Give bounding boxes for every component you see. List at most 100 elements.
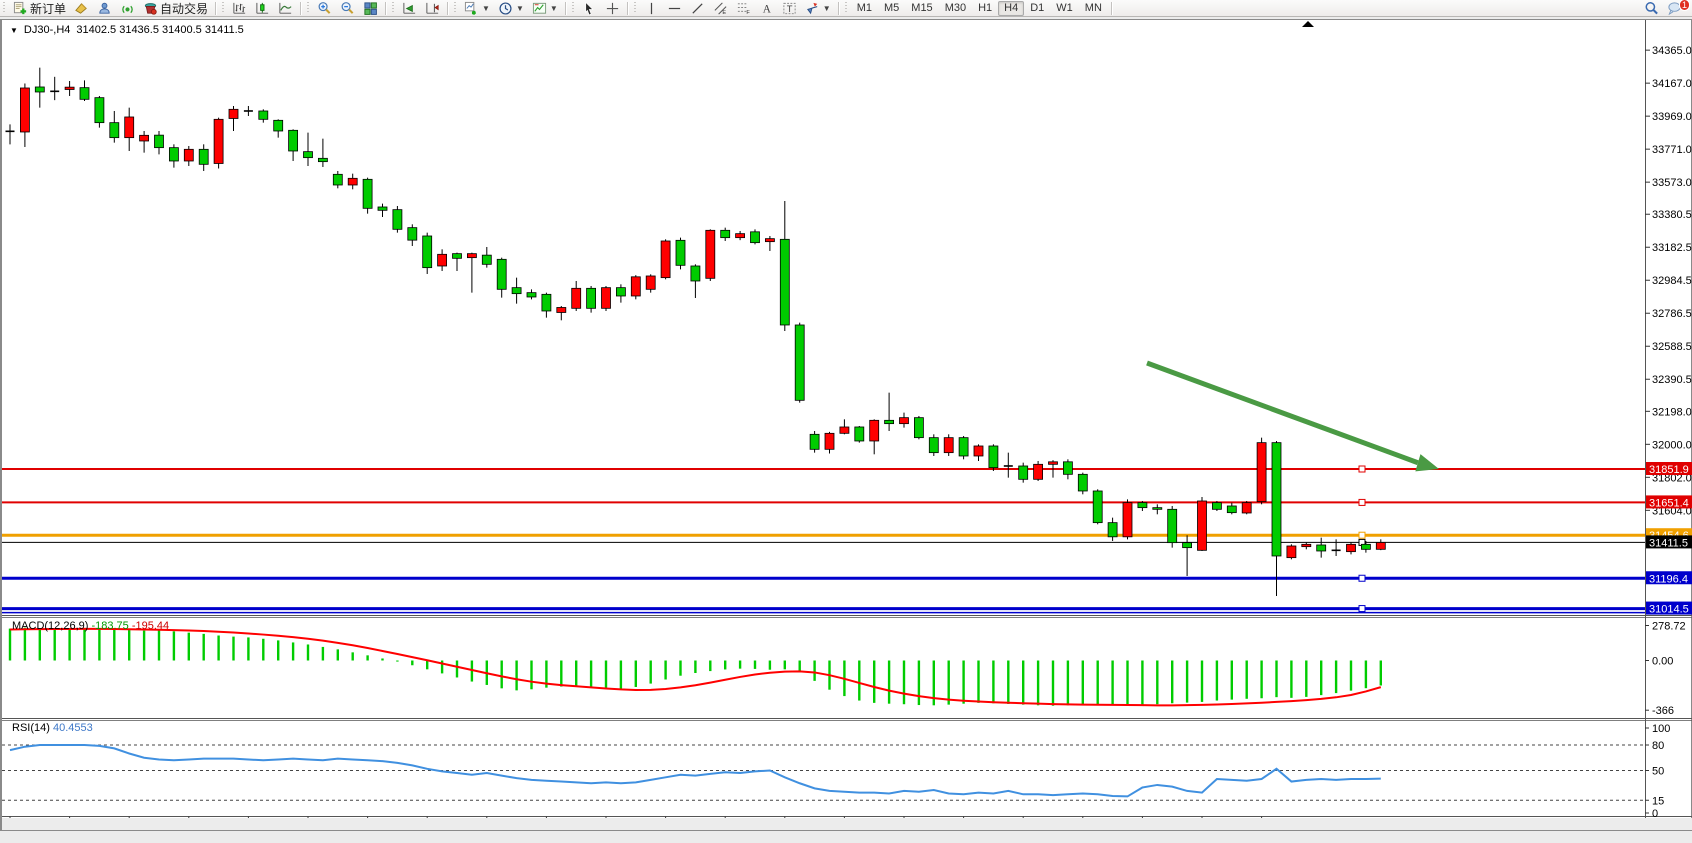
zoom-out-icon — [340, 1, 355, 16]
svg-text:31604.0: 31604.0 — [1652, 505, 1692, 517]
toolbar-separator — [215, 1, 217, 15]
trendline-button[interactable] — [686, 1, 709, 16]
svg-text:32000.0: 32000.0 — [1652, 439, 1692, 451]
toolbar-separator — [837, 1, 839, 15]
chart-shift-button[interactable] — [421, 1, 444, 16]
templates-button[interactable]: ▼ — [528, 1, 562, 16]
new-order-button[interactable]: 新订单 — [9, 1, 70, 16]
svg-text:15: 15 — [1652, 795, 1664, 807]
line-handle[interactable] — [1358, 574, 1366, 582]
styler-icon — [74, 1, 89, 16]
svg-text:33573.0: 33573.0 — [1652, 177, 1692, 189]
chevron-down-icon: ▼ — [822, 3, 831, 13]
macd-panel: 278.72 0.00 -366 — [8, 621, 1686, 717]
toolbar-grip — [391, 2, 397, 14]
trendline-icon — [690, 1, 705, 16]
timeframe-m1-button[interactable]: M1 — [856, 2, 872, 14]
svg-text:33969.0: 33969.0 — [1652, 111, 1692, 123]
line-chart-button[interactable] — [274, 1, 297, 16]
crosshair-icon — [605, 1, 620, 16]
styler-button[interactable] — [70, 1, 93, 16]
svg-text:33380.5: 33380.5 — [1652, 209, 1692, 221]
price-badge — [1646, 495, 1692, 509]
toolbar-separator — [564, 1, 566, 15]
fibo-icon: F — [736, 1, 751, 16]
publisher-button[interactable] — [93, 1, 116, 16]
toolbar-grip — [632, 2, 638, 14]
indicators-icon — [464, 1, 479, 16]
svg-text:32588.5: 32588.5 — [1652, 341, 1692, 353]
auto-scroll-button[interactable] — [398, 1, 421, 16]
rsi-line — [9, 744, 1381, 798]
vline-icon — [644, 1, 659, 16]
toolbar-grip — [221, 2, 227, 14]
tile-windows-button[interactable] — [359, 1, 382, 16]
timeframe-m5-button[interactable]: M5 — [884, 2, 900, 14]
linechart-icon — [278, 1, 293, 16]
timeframe-mn-button[interactable]: MN — [1084, 2, 1102, 14]
new-order-icon — [13, 1, 28, 16]
svg-text:80: 80 — [1652, 740, 1664, 752]
line-handle[interactable] — [1358, 605, 1366, 613]
vertical-line-button[interactable] — [640, 1, 663, 16]
svg-text:31802.0: 31802.0 — [1652, 472, 1692, 484]
zoom-in-button[interactable] — [313, 1, 336, 16]
equidistant-channel-button[interactable]: E — [709, 1, 732, 16]
arrows-button[interactable]: ▼ — [801, 1, 835, 16]
panel-frame — [2, 20, 1692, 830]
autotrading-button[interactable]: 自动交易 — [139, 1, 212, 16]
svg-text:50: 50 — [1652, 766, 1664, 778]
timeframe-m30-button[interactable]: M30 — [944, 2, 967, 14]
candlestick-chart-button[interactable] — [251, 1, 274, 16]
chart-menu-icon[interactable]: ▼ — [10, 25, 18, 35]
zoom-out-button[interactable] — [336, 1, 359, 16]
search-button[interactable] — [1640, 1, 1663, 16]
candlestick-series[interactable] — [5, 67, 1386, 596]
timeframe-m15-button[interactable]: M15 — [911, 2, 933, 14]
price-badge-label: 31196.4 — [1649, 573, 1688, 585]
toolbar-grip — [453, 2, 459, 14]
timeframe-d1-button[interactable]: D1 — [1030, 2, 1045, 14]
text-button[interactable]: A — [755, 1, 778, 16]
svg-text:0: 0 — [1652, 808, 1658, 820]
timeframe-w1-button[interactable]: W1 — [1056, 2, 1073, 14]
macd-indicator-label: MACD(12,26,9) -183.75 -195.44 — [12, 620, 170, 632]
horizontal-line-button[interactable] — [663, 1, 686, 16]
svg-text:34167.0: 34167.0 — [1652, 78, 1692, 90]
chat-button[interactable]: 1 — [1663, 0, 1690, 16]
signals-button[interactable] — [116, 1, 139, 16]
macd-main-value: -183.75 — [91, 620, 129, 632]
line-handle[interactable] — [1358, 465, 1366, 473]
price-badge — [1646, 601, 1692, 615]
toolbar-grip — [306, 2, 312, 14]
channel-icon: E — [713, 1, 728, 16]
chart-shift-marker[interactable] — [1302, 21, 1314, 27]
price-axis: 34365.0 34167.0 33969.0 33771.0 33573.0 33380… — [1645, 45, 1692, 517]
text-label-button[interactable]: T — [778, 1, 801, 16]
toolbar-separator — [300, 1, 302, 15]
indicators-button[interactable]: ▼ — [460, 1, 494, 16]
chart-ohlc-values: 31402.5 31436.5 31400.5 31411.5 — [76, 24, 244, 36]
line-handle[interactable] — [1358, 498, 1366, 506]
auto-scroll-icon — [402, 1, 417, 16]
svg-text:33182.5: 33182.5 — [1652, 242, 1692, 254]
horizontal-level-lines[interactable]: 31851.931651.431454.631411.531196.431014… — [2, 462, 1692, 616]
candles-icon — [255, 1, 270, 16]
chart-window: ▼ DJ30-,H4 31402.5 31436.5 31400.5 31411… — [0, 19, 1692, 831]
periods-button[interactable]: ▼ — [494, 1, 528, 16]
price-badge — [1646, 535, 1692, 549]
hline-icon — [667, 1, 682, 16]
trend-arrow-annotation[interactable] — [1146, 360, 1439, 472]
fibonacci-button[interactable]: F — [732, 1, 755, 16]
timeframe-h1-button[interactable]: H1 — [978, 2, 993, 14]
bar-chart-button[interactable] — [228, 1, 251, 16]
cursor-button[interactable] — [578, 1, 601, 16]
timeframe-h4-button[interactable]: H4 — [998, 0, 1025, 16]
line-handle[interactable] — [1358, 531, 1366, 539]
crosshair-button[interactable] — [601, 1, 624, 16]
chart-canvas[interactable]: 34365.0 34167.0 33969.0 33771.0 33573.0 33380… — [2, 20, 1692, 830]
price-badge — [1646, 462, 1692, 475]
macd-signal-value: -195.44 — [131, 620, 170, 632]
chart-shift-icon — [425, 1, 440, 16]
notification-badge: 1 — [1678, 0, 1690, 11]
